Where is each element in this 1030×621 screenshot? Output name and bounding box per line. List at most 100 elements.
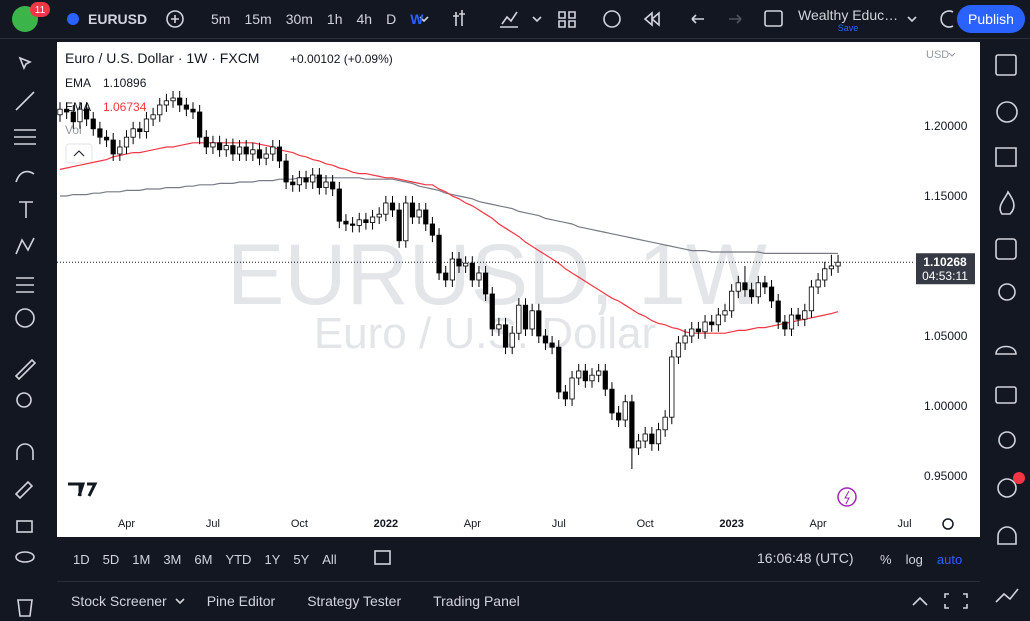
- symbol[interactable]: EURUSD: [88, 11, 147, 27]
- prediction-tool[interactable]: [16, 277, 34, 293]
- publish-label[interactable]: Publish: [968, 11, 1014, 27]
- snapshot[interactable]: [940, 10, 954, 28]
- candle-body: [556, 346, 562, 393]
- range-button[interactable]: 6M: [194, 551, 213, 567]
- trading-panel[interactable]: [995, 588, 1019, 603]
- date-range[interactable]: [374, 550, 391, 565]
- candle-body: [622, 401, 628, 421]
- range-button[interactable]: 1M: [132, 551, 151, 567]
- interval-button[interactable]: D: [386, 11, 397, 27]
- undo[interactable]: [691, 14, 704, 24]
- range-button[interactable]: 5D: [102, 551, 120, 567]
- watchlist[interactable]: [995, 54, 1017, 76]
- data-window[interactable]: [995, 147, 1017, 167]
- lock-tool[interactable]: [16, 520, 33, 533]
- brush-tool[interactable]: [15, 170, 35, 183]
- candle-body: [802, 310, 808, 320]
- flag: [67, 13, 79, 25]
- indicators[interactable]: [500, 11, 518, 28]
- calendar[interactable]: [995, 238, 1017, 260]
- layout-menu[interactable]: [907, 16, 917, 23]
- candle-body: [815, 279, 821, 288]
- broadcasts[interactable]: [997, 478, 1017, 498]
- ideas-badge[interactable]: [837, 487, 857, 507]
- remove-tool[interactable]: [17, 599, 33, 617]
- candle-body: [243, 146, 249, 155]
- candle-body: [675, 342, 682, 358]
- legend-collapse[interactable]: [65, 143, 93, 164]
- chart-type[interactable]: [453, 10, 465, 26]
- x-tick-label: Apr: [464, 518, 481, 530]
- trend-line-tool[interactable]: [15, 91, 35, 111]
- candle-body: [509, 332, 515, 348]
- range-button[interactable]: 3M: [163, 551, 182, 567]
- panel-tab[interactable]: Strategy Tester: [307, 593, 402, 609]
- scale-option[interactable]: auto: [936, 551, 963, 567]
- ideas-badge: [844, 490, 850, 505]
- zoom-tool[interactable]: [16, 392, 32, 408]
- interval-button[interactable]: 5m: [211, 11, 231, 27]
- scale-option[interactable]: %: [880, 551, 892, 567]
- layout-toggle[interactable]: [764, 10, 783, 27]
- ruler-tool[interactable]: [14, 358, 37, 381]
- publish-button[interactable]: [957, 5, 1025, 33]
- icon-tool[interactable]: [15, 308, 35, 328]
- candle-body: [283, 160, 289, 183]
- replay[interactable]: [643, 11, 660, 27]
- chats[interactable]: [995, 386, 1017, 404]
- interval-button[interactable]: W: [410, 11, 424, 27]
- range-button[interactable]: All: [322, 551, 337, 567]
- magnet-tool[interactable]: [16, 443, 34, 460]
- interval-button[interactable]: 15m: [244, 11, 272, 27]
- interval-menu[interactable]: [419, 16, 429, 23]
- range-button[interactable]: 1D: [73, 551, 90, 567]
- panel-expand[interactable]: [912, 596, 928, 606]
- scale-option[interactable]: log: [905, 551, 923, 567]
- help[interactable]: [997, 526, 1017, 545]
- indicators-menu[interactable]: [532, 16, 542, 23]
- legend-title: Euro / U.S. Dollar · 1W · FXCM: [65, 50, 259, 66]
- candle-body: [403, 202, 409, 242]
- streams[interactable]: [995, 345, 1017, 355]
- candle-body: [150, 114, 156, 120]
- interval-button[interactable]: 4h: [356, 11, 373, 27]
- visibility-tool[interactable]: [15, 551, 35, 563]
- candle-body: [90, 118, 96, 130]
- stay-drawing[interactable]: [14, 480, 34, 500]
- range-button[interactable]: 1Y: [264, 551, 281, 567]
- text-tool[interactable]: [19, 201, 33, 218]
- layouts[interactable]: [558, 11, 576, 28]
- candle-body: [203, 136, 209, 148]
- hotlists[interactable]: [999, 190, 1015, 215]
- interval-button[interactable]: 1h: [326, 11, 343, 27]
- candle-body: [236, 146, 243, 155]
- cursor-tool[interactable]: [18, 56, 32, 70]
- candle-body: [463, 262, 469, 267]
- alerts[interactable]: [996, 101, 1018, 123]
- notifications[interactable]: [998, 431, 1016, 449]
- ideas[interactable]: [998, 283, 1016, 301]
- fib-tool[interactable]: [14, 129, 36, 145]
- candle-body: [230, 145, 236, 155]
- candle-body: [635, 440, 642, 449]
- candle-body: [682, 335, 688, 344]
- candle-body: [356, 219, 362, 226]
- range-button[interactable]: 5Y: [293, 551, 310, 567]
- panel-tab[interactable]: Stock Screener: [71, 593, 167, 609]
- panel-tab[interactable]: Pine Editor: [206, 593, 276, 609]
- watermark-symbol: EURUSD, 1W: [227, 227, 767, 323]
- settings[interactable]: [942, 518, 954, 530]
- currency[interactable]: USD: [926, 49, 949, 61]
- layout-name[interactable]: Wealthy Educ…: [798, 7, 898, 23]
- pattern-tool[interactable]: [15, 237, 35, 255]
- add-symbol[interactable]: [166, 10, 184, 28]
- alert[interactable]: [603, 10, 621, 28]
- tv-logo: [68, 482, 98, 497]
- candle-body: [123, 136, 130, 148]
- range-button[interactable]: YTD: [225, 551, 252, 567]
- redo[interactable]: [729, 14, 742, 24]
- screener-menu[interactable]: [175, 598, 185, 605]
- interval-button[interactable]: 30m: [285, 11, 313, 27]
- panel-maximize[interactable]: [944, 593, 968, 609]
- panel-tab[interactable]: Trading Panel: [433, 593, 520, 609]
